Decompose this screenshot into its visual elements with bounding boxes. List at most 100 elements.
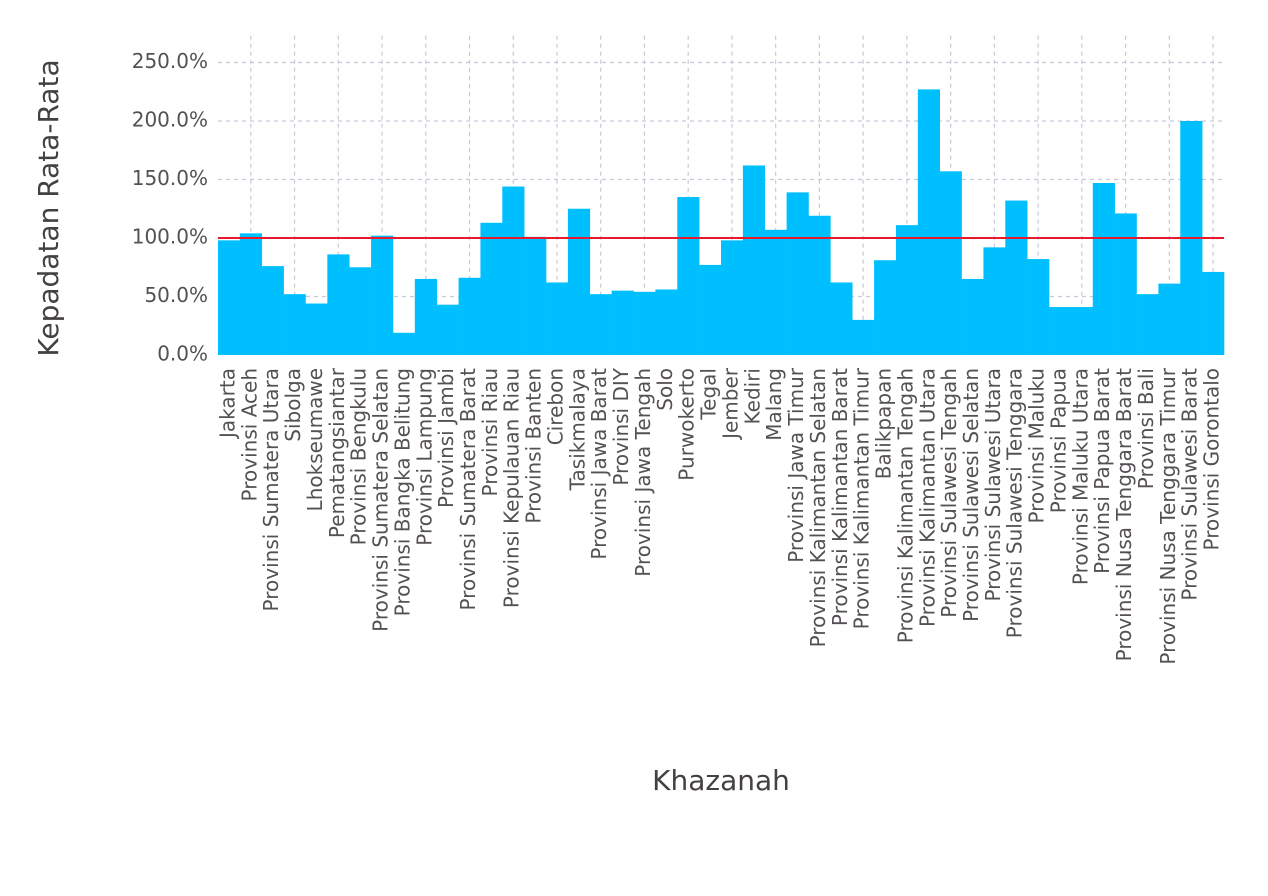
x-tick-label: Provinsi Aceh bbox=[237, 368, 261, 501]
x-tick-label: Pematangsiantar bbox=[325, 367, 349, 538]
x-tick-label: Provinsi Kalimantan Selatan bbox=[806, 368, 830, 647]
bar bbox=[961, 278, 984, 355]
y-tick-labels: 0.0% 50.0% 100.0% 150.0% 200.0% 250.0% bbox=[132, 49, 208, 366]
bar bbox=[327, 254, 350, 355]
bar bbox=[567, 208, 591, 355]
x-tick-label: Provinsi Gorontalo bbox=[1200, 368, 1224, 550]
x-tick-label: Provinsi Kalimantan Barat bbox=[828, 368, 852, 626]
x-tick-label: Provinsi Sulawesi Tengah bbox=[937, 368, 961, 618]
x-tick-label: Provinsi Kalimantan Tengah bbox=[893, 368, 917, 643]
bar bbox=[830, 282, 853, 355]
bar bbox=[1158, 283, 1181, 355]
bar bbox=[1027, 259, 1050, 355]
x-tick-label: Provinsi Jawa Tengah bbox=[631, 368, 655, 577]
bar bbox=[917, 89, 940, 355]
bar bbox=[633, 291, 656, 355]
x-tick-label: Provinsi Kalimantan Utara bbox=[915, 368, 939, 627]
y-tick-label: 0.0% bbox=[157, 342, 208, 366]
bar bbox=[1005, 200, 1028, 355]
bar bbox=[1049, 307, 1072, 355]
bar bbox=[874, 260, 897, 355]
x-tick-label: Provinsi Jawa Timur bbox=[784, 367, 808, 563]
bar bbox=[742, 165, 766, 355]
y-tick-label: 250.0% bbox=[132, 49, 208, 73]
bar bbox=[349, 267, 372, 355]
bar bbox=[261, 266, 284, 355]
y-tick-label: 150.0% bbox=[132, 166, 208, 190]
x-tick-label: Tegal bbox=[697, 368, 721, 421]
bar bbox=[786, 192, 809, 355]
bar bbox=[524, 236, 547, 355]
bar bbox=[1092, 183, 1115, 355]
x-tick-label: Purwokerto bbox=[675, 368, 699, 481]
bar bbox=[895, 225, 919, 355]
x-tick-label: Provinsi Papua bbox=[1046, 368, 1070, 513]
x-tick-label: Provinsi Sumatera Selatan bbox=[369, 368, 393, 632]
bar bbox=[414, 278, 437, 355]
y-tick-label: 50.0% bbox=[144, 283, 208, 307]
x-tick-label: Malang bbox=[762, 368, 786, 441]
x-tick-label: Provinsi Sulawesi Utara bbox=[981, 368, 1005, 602]
x-tick-label: Provinsi Sulawesi Selatan bbox=[959, 368, 983, 622]
bar bbox=[436, 304, 459, 355]
bar bbox=[1114, 213, 1137, 355]
x-tick-label: Provinsi Sumatera Utara bbox=[259, 368, 283, 611]
bar bbox=[808, 215, 831, 355]
x-tick-label: Provinsi Sulawesi Tenggara bbox=[1003, 368, 1027, 638]
bar bbox=[764, 229, 787, 355]
x-tick-label: Provinsi Kepulauan Riau bbox=[500, 368, 524, 608]
x-tick-label: Provinsi Jawa Barat bbox=[587, 368, 611, 560]
bar bbox=[1070, 307, 1094, 355]
x-tick-label: Provinsi Bali bbox=[1134, 368, 1158, 489]
x-tick-label: Jember bbox=[718, 367, 742, 441]
x-tick-label: Provinsi Sulawesi Barat bbox=[1178, 368, 1202, 601]
bar bbox=[371, 235, 394, 355]
x-tick-label: Lhokseumawe bbox=[303, 368, 327, 511]
x-tick-label: Cirebon bbox=[543, 368, 567, 445]
x-tick-label: Provinsi Kalimantan Timur bbox=[850, 367, 874, 629]
bar bbox=[458, 277, 481, 355]
x-tick-label: Jakarta bbox=[215, 368, 239, 440]
bar bbox=[1202, 271, 1225, 355]
x-tick-label: Balikpapan bbox=[872, 368, 896, 479]
bar bbox=[589, 294, 612, 355]
x-tick-label: Provinsi Bangka Belitung bbox=[390, 368, 414, 616]
bar bbox=[699, 264, 722, 355]
x-tick-label: Provinsi Lampung bbox=[412, 368, 436, 546]
x-axis-title: Khazanah bbox=[652, 764, 790, 797]
x-tick-label: Provinsi Riau bbox=[478, 368, 502, 497]
bar bbox=[611, 290, 634, 355]
bar bbox=[983, 247, 1006, 355]
bar bbox=[480, 222, 503, 355]
x-tick-label: Provinsi Bengkulu bbox=[347, 368, 371, 545]
x-tick-label: Provinsi Papua Barat bbox=[1090, 368, 1114, 574]
bar bbox=[721, 240, 744, 355]
x-tick-label: Sibolga bbox=[281, 368, 305, 442]
x-tick-label: Provinsi Jambi bbox=[434, 368, 458, 508]
bar bbox=[1136, 294, 1159, 355]
y-tick-label: 200.0% bbox=[132, 108, 208, 132]
bar bbox=[283, 294, 306, 355]
x-tick-label: Solo bbox=[653, 368, 677, 411]
x-tick-label: Provinsi Sumatera Barat bbox=[456, 368, 480, 611]
bar bbox=[239, 233, 263, 355]
x-tick-label: Tasikmalaya bbox=[565, 368, 589, 491]
bar bbox=[218, 240, 241, 355]
y-axis-title: Kepadatan Rata-Rata bbox=[32, 59, 65, 356]
bar bbox=[939, 171, 962, 355]
bars bbox=[218, 89, 1225, 355]
x-tick-label: Provinsi DIY bbox=[609, 367, 633, 485]
x-tick-label: Kediri bbox=[740, 368, 764, 424]
bar bbox=[305, 303, 328, 355]
bar bbox=[655, 289, 678, 355]
bar bbox=[546, 282, 569, 355]
bar bbox=[392, 332, 416, 355]
bar bbox=[677, 197, 700, 355]
bar bbox=[502, 186, 525, 355]
x-tick-label: Provinsi Maluku bbox=[1025, 368, 1049, 524]
x-tick-label: Provinsi Nusa Tenggara Timur bbox=[1156, 367, 1180, 664]
x-tick-label: Provinsi Maluku Utara bbox=[1068, 368, 1092, 585]
y-tick-label: 100.0% bbox=[132, 225, 208, 249]
